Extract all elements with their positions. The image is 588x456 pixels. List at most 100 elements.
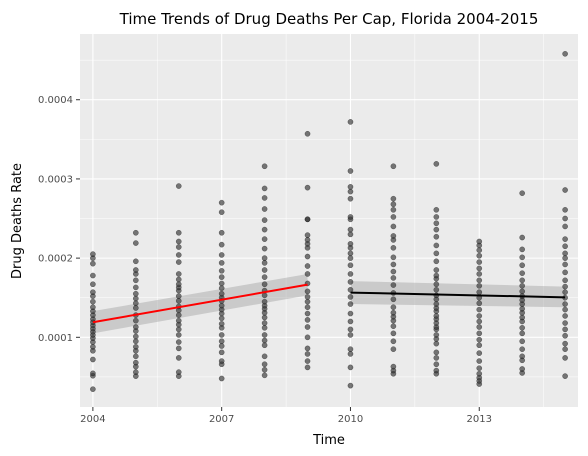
- data-point: [562, 250, 568, 257]
- data-point: [304, 351, 311, 357]
- data-point: [476, 252, 483, 259]
- data-point: [218, 209, 225, 215]
- data-point: [347, 255, 354, 261]
- data-point: [218, 229, 225, 236]
- data-point: [175, 229, 182, 236]
- data-point: [347, 168, 354, 174]
- data-point: [519, 288, 525, 295]
- data-point: [347, 188, 354, 195]
- data-point: [433, 242, 440, 249]
- data-point: [175, 281, 182, 288]
- data-point: [433, 349, 440, 356]
- data-point: [433, 301, 440, 307]
- data-points: [90, 50, 568, 392]
- data-point: [304, 237, 311, 243]
- data-point: [519, 346, 525, 352]
- data-point: [175, 369, 182, 375]
- data-point: [175, 312, 182, 318]
- data-point: [433, 226, 440, 233]
- data-point: [175, 252, 182, 258]
- data-point: [519, 338, 525, 345]
- data-point: [476, 370, 483, 377]
- data-point: [218, 332, 225, 338]
- data-point: [133, 284, 139, 291]
- data-point: [218, 241, 225, 248]
- data-point: [90, 356, 96, 363]
- data-point: [304, 130, 311, 137]
- data-point: [133, 353, 139, 360]
- data-point: [347, 318, 354, 325]
- data-point: [476, 350, 483, 356]
- data-point: [390, 195, 397, 202]
- data-point: [347, 382, 354, 389]
- data-point: [562, 355, 568, 361]
- data-point: [133, 300, 139, 307]
- data-point: [175, 259, 182, 265]
- data-point: [347, 332, 354, 338]
- minor-grid: [80, 34, 578, 407]
- data-point: [304, 271, 311, 277]
- data-point: [90, 289, 96, 295]
- data-point: [519, 277, 525, 284]
- data-point: [519, 262, 525, 269]
- data-point: [133, 295, 139, 302]
- y-axis-ticks: 0.0001 0.0002 0.0003 0.0004: [38, 95, 80, 344]
- data-point: [218, 260, 225, 266]
- trend-line: [92, 283, 308, 324]
- data-point: [562, 283, 568, 290]
- x-tick-label: 2010: [338, 414, 363, 425]
- data-point: [390, 304, 397, 311]
- data-point: [390, 245, 397, 251]
- data-point: [347, 214, 354, 220]
- data-point: [261, 361, 268, 368]
- data-point: [261, 236, 268, 242]
- data-point: [261, 217, 268, 223]
- data-point: [261, 267, 268, 273]
- data-point: [390, 268, 397, 275]
- data-point: [562, 207, 568, 213]
- data-point: [519, 270, 525, 276]
- data-point: [347, 326, 354, 333]
- data-point: [90, 281, 96, 288]
- data-point: [175, 298, 182, 304]
- data-point: [133, 229, 139, 236]
- data-point: [476, 271, 483, 277]
- data-point: [433, 267, 440, 273]
- data-point: [175, 332, 182, 338]
- x-axis-label: Time: [312, 433, 345, 448]
- data-point: [433, 214, 440, 220]
- data-point: [390, 207, 397, 213]
- data-point: [261, 245, 268, 252]
- data-point: [519, 246, 525, 253]
- data-point: [390, 323, 397, 330]
- data-point: [390, 261, 397, 268]
- data-point: [476, 342, 483, 349]
- x-tick-label: 2004: [80, 414, 105, 425]
- data-point: [261, 255, 268, 261]
- trend-lines: [92, 283, 566, 324]
- data-point: [261, 260, 268, 266]
- data-point: [175, 276, 182, 283]
- data-point: [562, 332, 568, 339]
- data-point: [347, 195, 354, 202]
- data-point: [390, 214, 397, 220]
- data-point: [347, 346, 354, 352]
- data-point: [562, 301, 568, 307]
- data-point: [90, 344, 96, 350]
- data-point: [433, 220, 440, 227]
- data-point: [304, 298, 311, 305]
- data-point: [476, 300, 483, 307]
- data-point: [218, 274, 225, 280]
- data-point: [90, 370, 96, 377]
- data-point: [390, 363, 397, 370]
- data-point: [261, 206, 268, 212]
- data-point: [218, 280, 225, 287]
- data-point: [175, 317, 182, 324]
- data-point: [175, 345, 182, 352]
- data-point: [476, 265, 483, 272]
- data-point: [218, 285, 225, 292]
- data-point: [218, 338, 225, 345]
- data-point: [261, 342, 268, 349]
- data-point: [261, 163, 268, 170]
- data-point: [562, 223, 568, 230]
